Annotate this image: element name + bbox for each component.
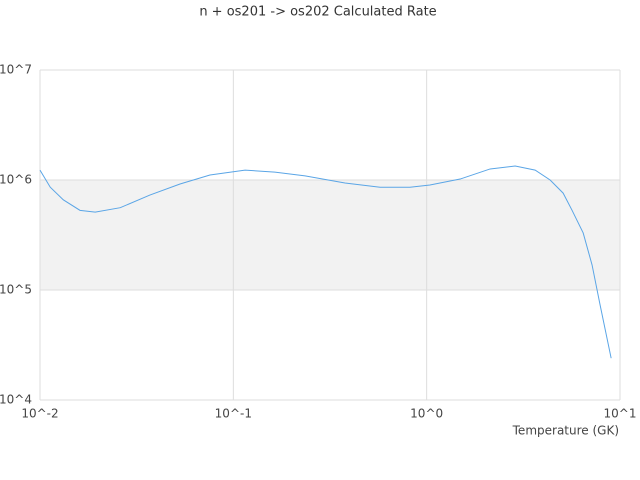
data-line [39, 165, 612, 359]
y-tick-label: 10^6 [0, 173, 32, 187]
x-tick-label: 10^1 [604, 407, 637, 421]
x-tick-label: 10^-2 [21, 407, 58, 421]
y-tick-label: 10^7 [0, 63, 32, 77]
grid-band [40, 180, 620, 290]
x-axis-label: Temperature (GK) [512, 424, 619, 438]
y-tick-label: 10^5 [0, 283, 32, 297]
x-tick-label: 10^0 [410, 407, 443, 421]
chart-title: n + os201 -> os202 Calculated Rate [199, 5, 436, 20]
x-tick-label: 10^-1 [215, 407, 252, 421]
y-tick-label: 10^4 [0, 393, 32, 407]
